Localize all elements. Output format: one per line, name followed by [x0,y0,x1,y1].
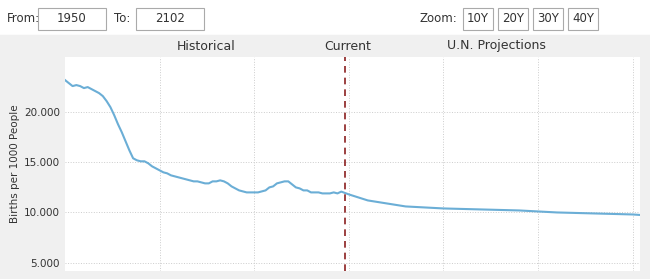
FancyBboxPatch shape [533,8,563,30]
FancyBboxPatch shape [38,8,106,30]
Text: 20Y: 20Y [502,11,524,25]
Text: Historical: Historical [177,40,235,52]
Text: 40Y: 40Y [572,11,594,25]
Text: U.N. Projections: U.N. Projections [447,40,545,52]
Y-axis label: Births per 1000 People: Births per 1000 People [10,105,20,223]
Text: 2102: 2102 [155,11,185,25]
FancyBboxPatch shape [136,8,204,30]
Text: 10Y: 10Y [467,11,489,25]
Text: Zoom:: Zoom: [420,11,458,25]
FancyBboxPatch shape [498,8,528,30]
Text: Current: Current [324,40,370,52]
Text: To:: To: [114,11,131,25]
FancyBboxPatch shape [568,8,598,30]
FancyBboxPatch shape [463,8,493,30]
Text: 1950: 1950 [57,11,87,25]
Text: From:: From: [7,11,40,25]
Text: 30Y: 30Y [537,11,559,25]
